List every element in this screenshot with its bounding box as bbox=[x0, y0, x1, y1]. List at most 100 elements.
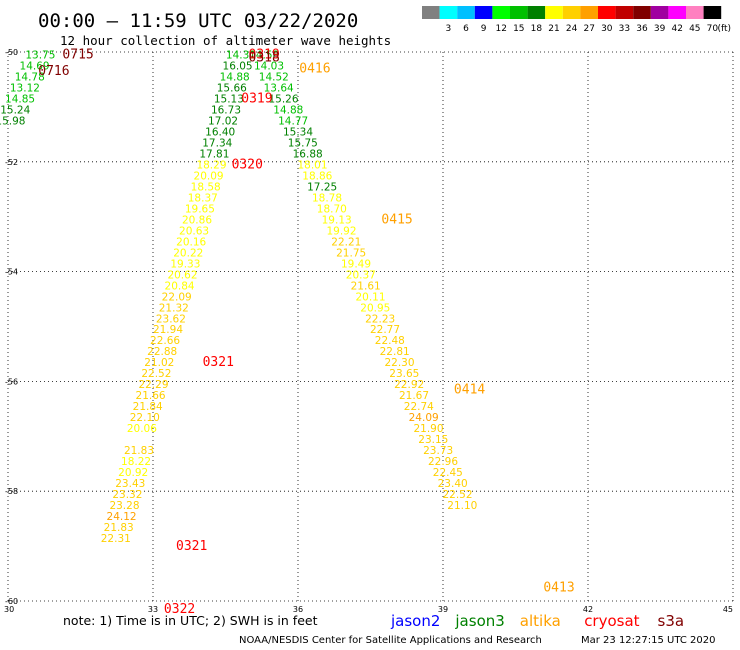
swh-value: 15.98 bbox=[0, 116, 25, 128]
swh-value: 14.88 bbox=[220, 72, 250, 84]
pass-time-label: 0322 bbox=[164, 602, 195, 617]
swh-value: 20.06 bbox=[127, 423, 157, 435]
legend-label: 21 bbox=[548, 24, 559, 34]
swh-value: 21.84 bbox=[133, 401, 163, 413]
swh-value: 19.33 bbox=[170, 258, 200, 270]
swh-value: 22.48 bbox=[375, 335, 405, 347]
pass-time-label: 0715 bbox=[62, 48, 93, 63]
swh-value: 21.61 bbox=[351, 280, 381, 292]
color-legend: 3 6 9 12 15 18 21 24 27 30 33 36 39 42 45 70 (ft) bbox=[422, 6, 731, 34]
pass-time-label: 0414 bbox=[454, 383, 485, 398]
y-tick-label: -56 bbox=[5, 377, 18, 386]
legend-label: 39 bbox=[654, 24, 666, 34]
swh-value: 22.74 bbox=[404, 401, 434, 413]
swh-value: 18.78 bbox=[312, 192, 342, 204]
swh-value: 17.25 bbox=[307, 182, 337, 194]
footer-note: note: 1) Time is in UTC; 2) SWH is in fe… bbox=[63, 613, 318, 628]
legend-swatch bbox=[527, 6, 546, 19]
swh-value: 16.40 bbox=[205, 127, 235, 139]
x-tick-label: 30 bbox=[4, 605, 14, 614]
pass-time-label: 0416 bbox=[299, 61, 330, 76]
swh-value: 22.52 bbox=[141, 368, 171, 380]
swh-value: 17.34 bbox=[202, 138, 232, 150]
swh-value: 18.86 bbox=[302, 171, 332, 183]
swh-value: 16.88 bbox=[293, 149, 323, 161]
swh-value: 24.09 bbox=[409, 412, 439, 424]
pass-time-label: 0319 bbox=[249, 48, 280, 63]
legend-swatch bbox=[457, 6, 475, 19]
legend-swatch bbox=[580, 6, 598, 19]
swh-value: 20.84 bbox=[165, 280, 195, 292]
legend-swatch bbox=[703, 6, 722, 19]
swh-value: 15.24 bbox=[0, 105, 30, 117]
chart-subtitle: 12 hour collection of altimeter wave hei… bbox=[60, 33, 391, 48]
swh-value: 15.13 bbox=[214, 94, 244, 106]
pass-time-label: 0319 bbox=[241, 92, 272, 107]
legend-swatch bbox=[562, 6, 581, 19]
legend-unit: (ft) bbox=[717, 24, 731, 34]
satellite-legend: jason2 jason3 altika cryosat s3a bbox=[390, 612, 684, 630]
swh-value: 24.12 bbox=[107, 511, 137, 523]
swh-value: 21.83 bbox=[104, 522, 134, 534]
swh-value: 21.67 bbox=[399, 390, 429, 402]
swh-value: 22.21 bbox=[331, 236, 361, 248]
swh-value: 15.66 bbox=[217, 83, 247, 95]
pass-time-label: 0716 bbox=[38, 64, 69, 79]
swh-value: 15.75 bbox=[288, 138, 318, 150]
x-tick-label: 36 bbox=[293, 605, 303, 614]
swh-value: 18.37 bbox=[188, 192, 218, 204]
y-tick-label: -50 bbox=[5, 48, 18, 57]
legend-label: 36 bbox=[636, 24, 648, 34]
satellite-jason2: jason2 bbox=[390, 612, 440, 630]
x-tick-label: 39 bbox=[438, 605, 448, 614]
legend-label: 3 bbox=[446, 24, 452, 34]
swh-value: 18.01 bbox=[297, 160, 327, 172]
swh-value: 20.09 bbox=[194, 171, 224, 183]
legend-label: 6 bbox=[463, 24, 469, 34]
legend-label: 70 bbox=[707, 24, 719, 34]
swh-value: 14.03 bbox=[254, 61, 284, 73]
legend-swatch bbox=[439, 6, 458, 19]
swh-value: 20.62 bbox=[167, 269, 197, 281]
swh-value: 15.34 bbox=[283, 127, 313, 139]
legend-label: 15 bbox=[513, 24, 524, 34]
swh-value: 14.58 bbox=[249, 50, 279, 62]
pass-time-label: 0321 bbox=[203, 355, 234, 370]
legend-swatch bbox=[545, 6, 563, 19]
swh-value: 21.10 bbox=[447, 500, 477, 512]
satellite-altika: altika bbox=[520, 612, 561, 630]
swh-value: 22.96 bbox=[428, 456, 458, 468]
swh-value: 22.66 bbox=[150, 335, 180, 347]
swh-value: 20.63 bbox=[179, 225, 209, 237]
swh-value: 14.78 bbox=[15, 72, 45, 84]
x-tick-label: 45 bbox=[723, 605, 733, 614]
swh-value: 16.05 bbox=[223, 61, 253, 73]
swh-value: 21.75 bbox=[336, 247, 366, 259]
legend-swatch bbox=[633, 6, 651, 19]
satellite-cryosat: cryosat bbox=[584, 612, 639, 630]
y-tick-label: -52 bbox=[5, 158, 18, 167]
swh-value: 18.29 bbox=[196, 160, 226, 172]
swh-value: 20.86 bbox=[182, 214, 212, 226]
x-tick-label: 42 bbox=[583, 605, 593, 614]
pass-time-label: 0318 bbox=[249, 50, 280, 65]
x-tick-label: 33 bbox=[148, 605, 158, 614]
swh-value: 13.75 bbox=[25, 50, 55, 62]
legend-label: 18 bbox=[531, 24, 543, 34]
legend-swatch bbox=[492, 6, 510, 19]
swh-value: 14.85 bbox=[5, 94, 35, 106]
satellite-jason3: jason3 bbox=[454, 612, 504, 630]
y-tick-label: -58 bbox=[5, 487, 18, 496]
y-tick-label: -54 bbox=[5, 268, 18, 277]
swh-value: 23.62 bbox=[156, 313, 186, 325]
swh-value: 23.65 bbox=[389, 368, 419, 380]
swh-value: 22.23 bbox=[365, 313, 395, 325]
swh-value: 19.92 bbox=[326, 225, 356, 237]
legend-swatch bbox=[474, 6, 493, 19]
plot-grid bbox=[7, 51, 734, 602]
legend-swatch bbox=[598, 6, 616, 19]
legend-label: 42 bbox=[671, 24, 682, 34]
swh-value: 22.30 bbox=[384, 357, 414, 369]
